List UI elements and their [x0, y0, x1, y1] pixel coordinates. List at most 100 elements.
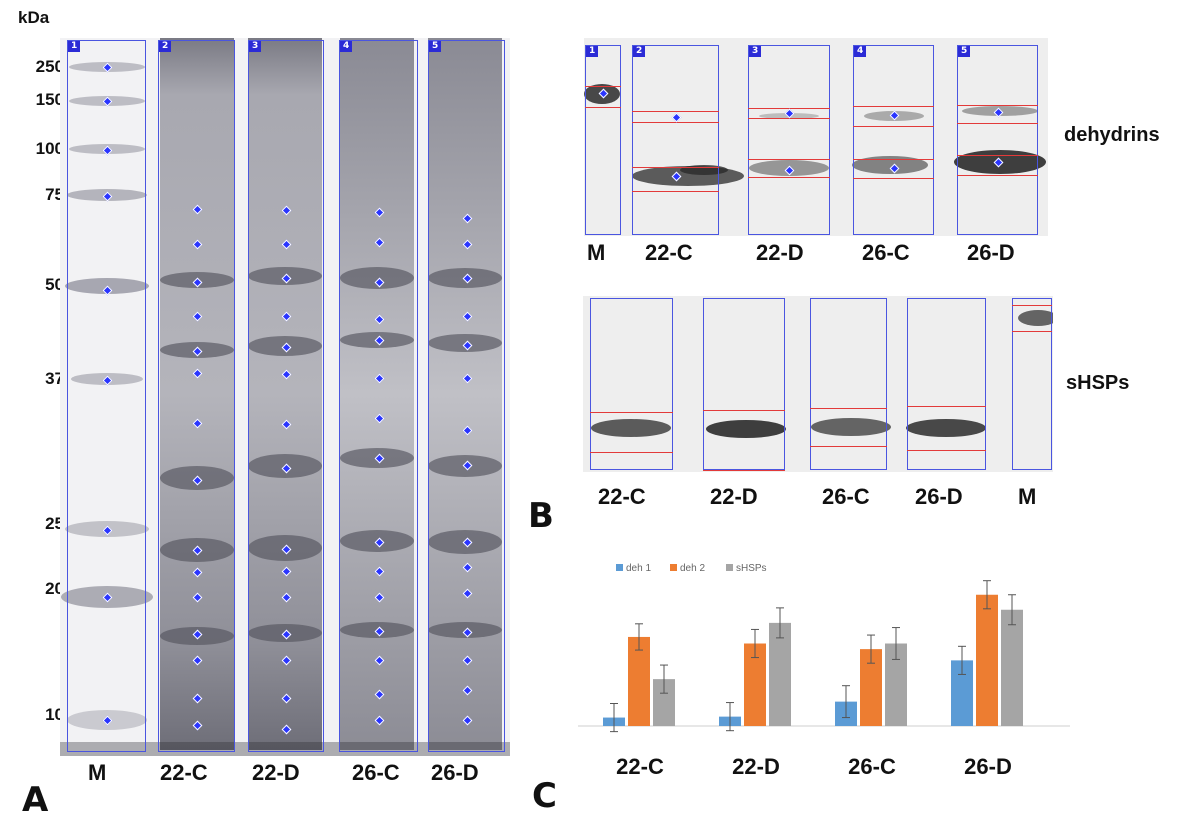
marker-size-label: 150 [35, 90, 64, 109]
panel-letter-a: A [22, 780, 49, 820]
marker-size-label: 20 [45, 579, 64, 598]
marker-size-label: 250 [35, 57, 64, 76]
band-boundary-line [1012, 331, 1052, 332]
band-boundary-line [748, 108, 830, 109]
chart-bar [628, 636, 650, 726]
kda-unit-label: kDa [18, 8, 50, 27]
band-boundary-line [632, 191, 719, 192]
blot-lane-label: 22-D [756, 240, 804, 265]
gel-lane-label: 22-D [252, 760, 300, 785]
band-boundary-line [590, 412, 673, 413]
blot-lane-box: 2 [632, 45, 719, 235]
band-boundary-line [590, 452, 673, 453]
legend-label: sHSPs [736, 563, 767, 574]
lane-number: 5 [958, 46, 971, 57]
marker-size-label: 75 [45, 185, 64, 204]
lane-number: 4 [854, 46, 867, 57]
band-boundary-line [853, 178, 934, 179]
band-boundary-line [810, 408, 887, 409]
blot-lane-box [1012, 298, 1052, 470]
chart-bar [976, 594, 998, 726]
gel-lane-label: 26-C [352, 760, 400, 785]
expression-bar-chart: deh 1 deh 2 sHSPs 22-C 22-D 26-C 26-D [578, 563, 1070, 779]
blot-lane-label: 22-D [710, 484, 758, 509]
band-boundary-line [957, 175, 1038, 176]
band-boundary-line [632, 111, 719, 112]
chart-bar [769, 622, 791, 726]
panel-letter-b: B [528, 496, 554, 536]
gel-lane-box: 2 [158, 40, 235, 752]
band-boundary-line [810, 446, 887, 447]
chart-bar [860, 649, 882, 726]
lane-number: 3 [249, 41, 262, 52]
band-boundary-line [585, 86, 621, 87]
blot-lane-box: 3 [748, 45, 830, 235]
sds-page-gel [60, 38, 510, 756]
band-boundary-line [1012, 305, 1052, 306]
band-boundary-line [853, 106, 934, 107]
band-boundary-line [703, 410, 785, 411]
marker-size-label: 10 [45, 705, 64, 724]
band-boundary-line [957, 123, 1038, 124]
band-boundary-line [957, 105, 1038, 106]
legend-swatch [616, 564, 623, 571]
category-label: 26-D [964, 754, 1012, 779]
marker-size-label: 37 [45, 369, 64, 388]
band-boundary-line [703, 470, 785, 471]
lane-number: 1 [68, 41, 81, 52]
dehydrins-title: dehydrins [1064, 124, 1160, 146]
blot-lane-label: 26-D [967, 240, 1015, 265]
chart-bar [744, 643, 766, 726]
blot-lane-box: 4 [853, 45, 934, 235]
blot-lane-box [907, 298, 986, 470]
blot-lane-label: M [1018, 484, 1037, 509]
blot-lane-label: 22-C [598, 484, 646, 509]
gel-lane-label: 22-C [160, 760, 208, 785]
blot-lane-label: 26-C [822, 484, 870, 509]
lane-number: 2 [633, 46, 646, 57]
category-label: 22-C [616, 754, 664, 779]
band-boundary-line [585, 107, 621, 108]
band-boundary-line [632, 122, 719, 123]
blot-lane-label: 22-C [645, 240, 693, 265]
gel-lane-box: 3 [248, 40, 324, 752]
blot-lane-box: 5 [957, 45, 1038, 235]
band-boundary-line [748, 177, 830, 178]
lane-number: 5 [429, 41, 442, 52]
marker-size-label: 25 [45, 514, 64, 533]
blot-lane-box: 1 [585, 45, 621, 235]
gel-lane-box: 4 [339, 40, 418, 752]
band-boundary-line [853, 126, 934, 127]
blot-lane-box [590, 298, 673, 470]
marker-size-label: 50 [45, 275, 64, 294]
chart-bar [951, 660, 973, 726]
legend-label: deh 1 [626, 563, 651, 574]
legend-swatch [726, 564, 733, 571]
lane-number: 1 [586, 46, 599, 57]
band-boundary-line [748, 159, 830, 160]
blot-lane-label: 26-D [915, 484, 963, 509]
legend-label: deh 2 [680, 563, 705, 574]
legend-swatch [670, 564, 677, 571]
gel-lane-label: M [88, 760, 107, 785]
panel-letter-c: C [532, 776, 557, 816]
blot-lane-box [703, 298, 785, 470]
gel-lane-box: 5 [428, 40, 505, 752]
chart-bar [653, 679, 675, 726]
gel-lane-label: 26-D [431, 760, 479, 785]
shsps-blot [583, 296, 1053, 472]
band-boundary-line [853, 159, 934, 160]
shsps-title: sHSPs [1066, 372, 1130, 394]
marker-size-label: 100 [35, 139, 64, 158]
band-boundary-line [907, 406, 986, 407]
gel-lane-box: 1 [67, 40, 146, 752]
band-boundary-line [632, 167, 719, 168]
lane-number: 3 [749, 46, 762, 57]
blot-lane-box [810, 298, 887, 470]
band-boundary-line [748, 118, 830, 119]
chart-bar [885, 643, 907, 726]
blot-lane-label: 26-C [862, 240, 910, 265]
band-boundary-line [907, 450, 986, 451]
marker-bands [61, 62, 153, 730]
category-label: 22-D [732, 754, 780, 779]
